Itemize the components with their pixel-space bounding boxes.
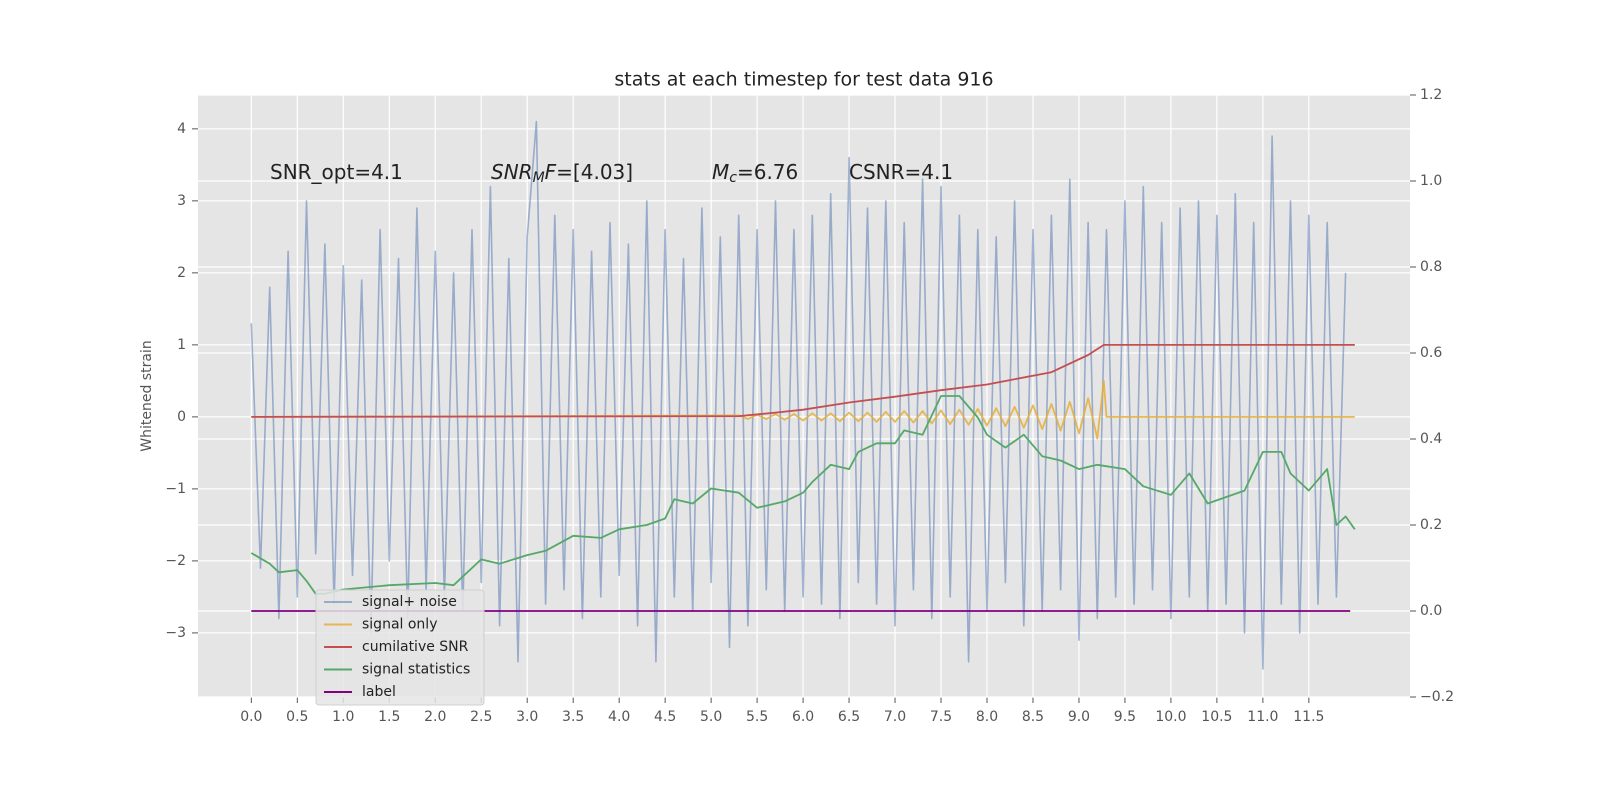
y2-tick-label: 1.0 xyxy=(1420,173,1442,189)
x-tick-label: 9.5 xyxy=(1114,709,1136,725)
y2-tick-label: −0.2 xyxy=(1420,689,1454,705)
annotation-part: =6.76 xyxy=(737,160,798,184)
x-tick-label: 10.0 xyxy=(1155,709,1186,725)
annotation-part: SNR_opt=4.1 xyxy=(270,160,403,184)
annotation-part: =[4.03] xyxy=(556,160,633,184)
y-tick-label: 3 xyxy=(177,193,186,209)
legend-label: label xyxy=(362,684,396,700)
y-tick-label: −1 xyxy=(165,481,186,497)
y-tick-label: 1 xyxy=(177,337,186,353)
series-line xyxy=(251,380,1355,440)
annotation: SNR_opt=4.1 xyxy=(270,160,403,184)
x-tick-label: 3.5 xyxy=(562,709,584,725)
annotation-part: M xyxy=(533,170,545,186)
chart-title: stats at each timestep for test data 916 xyxy=(614,69,993,91)
legend-label: signal+ noise xyxy=(362,594,457,610)
x-tick-label: 6.0 xyxy=(792,709,814,725)
annotation-part: M xyxy=(712,160,729,184)
x-tick-label: 1.5 xyxy=(378,709,400,725)
annotation: Mc=6.76 xyxy=(712,160,798,187)
y2-tick-label: 0.6 xyxy=(1420,345,1442,361)
annotation: CSNR=4.1 xyxy=(849,160,953,184)
y-tick-label: 4 xyxy=(177,121,186,137)
x-tick-label: 1.0 xyxy=(332,709,354,725)
legend-label: signal only xyxy=(362,617,437,633)
legend-label: cumilative SNR xyxy=(362,639,469,655)
x-tick-label: 11.5 xyxy=(1293,709,1324,725)
x-tick-label: 8.0 xyxy=(976,709,998,725)
annotation-part: F xyxy=(545,160,557,184)
y-tick-label: 2 xyxy=(177,265,186,281)
x-tick-label: 7.5 xyxy=(930,709,952,725)
legend-label: signal statistics xyxy=(362,662,470,678)
y-tick-label: 0 xyxy=(177,409,186,425)
y-axis-label: Whitened strain xyxy=(139,340,155,451)
x-tick-label: 0.5 xyxy=(286,709,308,725)
y-tick-label: −2 xyxy=(165,553,186,569)
y2-tick-label: 0.8 xyxy=(1420,259,1442,275)
annotation-part: c xyxy=(729,170,737,186)
x-tick-label: 3.0 xyxy=(516,709,538,725)
x-tick-label: 5.5 xyxy=(746,709,768,725)
x-tick-label: 2.5 xyxy=(470,709,492,725)
x-tick-label: 0.0 xyxy=(240,709,262,725)
x-tick-label: 10.5 xyxy=(1201,709,1232,725)
y2-tick-label: 1.2 xyxy=(1420,87,1442,103)
y2-tick-label: 0.0 xyxy=(1420,603,1442,619)
legend-box xyxy=(315,589,485,706)
y2-tick-label: 0.4 xyxy=(1420,431,1442,447)
series-line xyxy=(251,344,1355,418)
x-tick-label: 6.5 xyxy=(838,709,860,725)
x-tick-label: 2.0 xyxy=(424,709,446,725)
series-line xyxy=(250,395,1356,595)
annotation-part: SNR xyxy=(491,160,533,184)
x-tick-label: 4.5 xyxy=(654,709,676,725)
x-tick-label: 4.0 xyxy=(608,709,630,725)
y2-tick-label: 0.2 xyxy=(1420,517,1442,533)
x-tick-label: 8.5 xyxy=(1022,709,1044,725)
x-tick-label: 5.0 xyxy=(700,709,722,725)
x-tick-label: 11.0 xyxy=(1247,709,1278,725)
annotation-part: CSNR=4.1 xyxy=(849,160,953,184)
y-tick-label: −3 xyxy=(165,625,186,641)
x-tick-label: 9.0 xyxy=(1068,709,1090,725)
series-line xyxy=(250,120,1347,670)
x-tick-label: 7.0 xyxy=(884,709,906,725)
annotation: SNRMF=[4.03] xyxy=(491,160,633,187)
